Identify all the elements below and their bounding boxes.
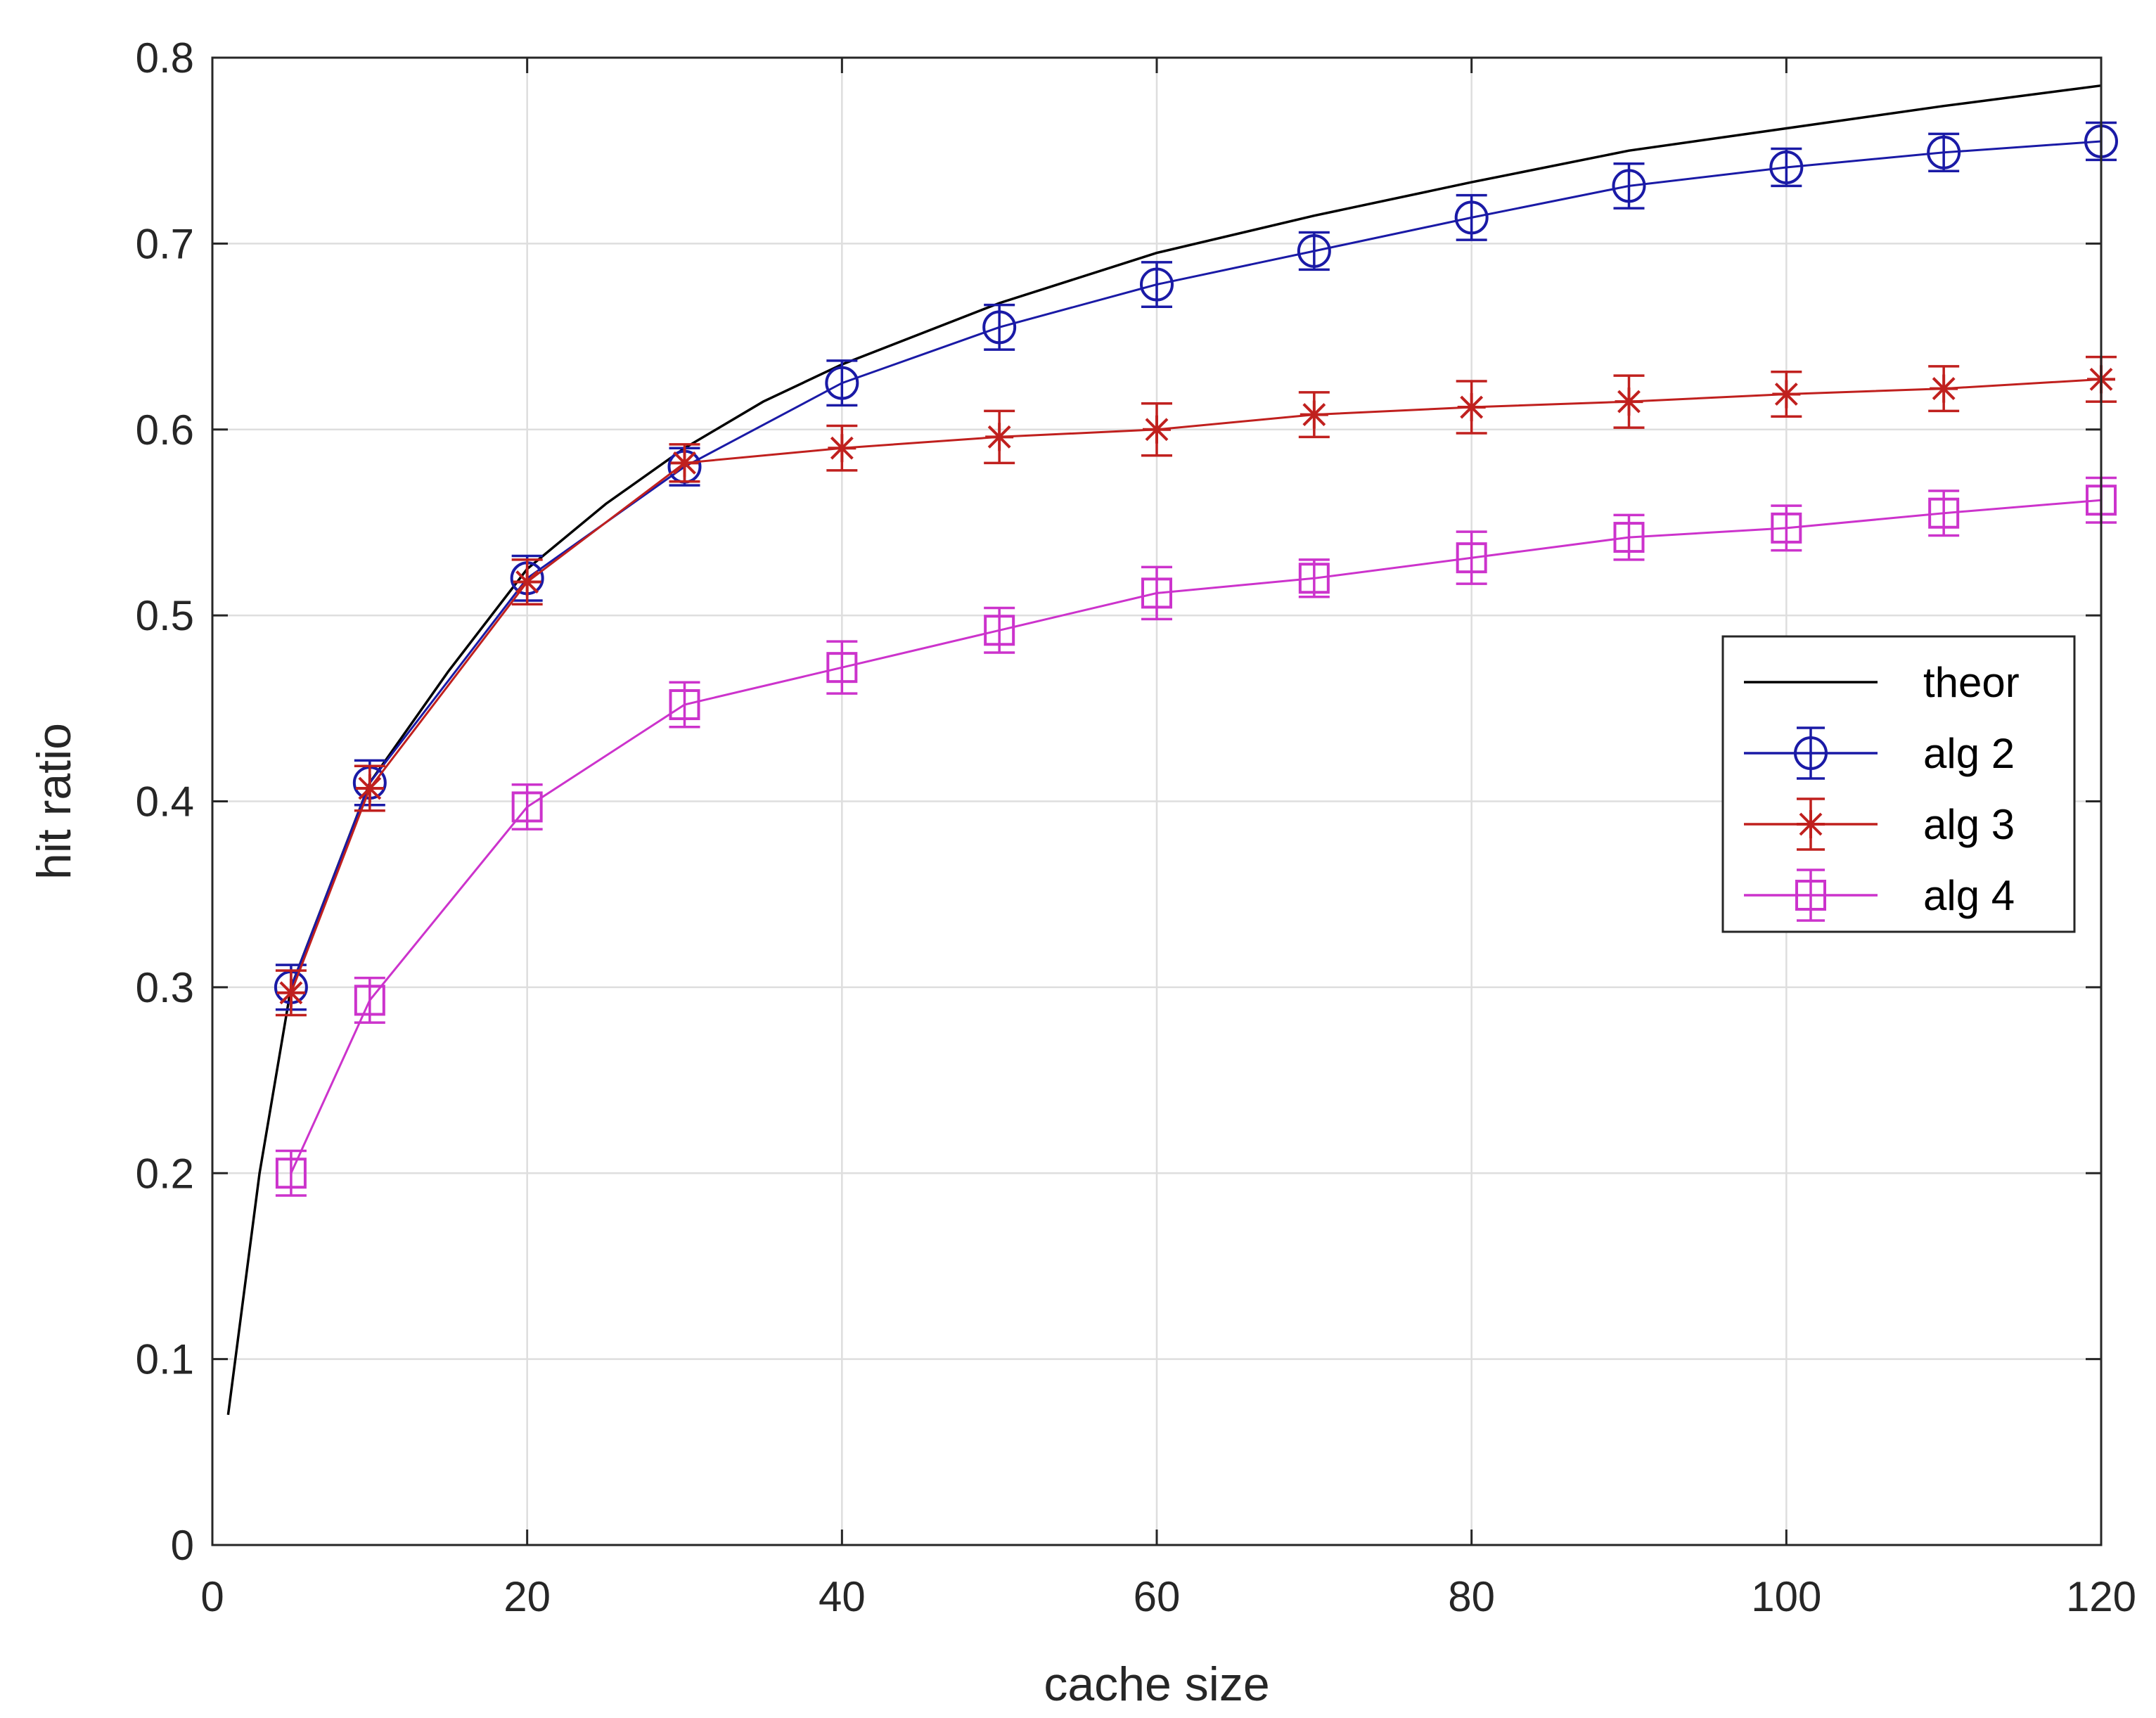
series-alg-3 <box>275 355 2117 1017</box>
data-point <box>669 689 700 721</box>
legend-box <box>1721 635 2076 933</box>
data-point <box>354 985 385 1016</box>
error-bar <box>1298 558 1330 598</box>
data-point <box>985 423 1014 451</box>
data-point <box>1615 387 1643 416</box>
legend-label: alg 4 <box>1923 872 2015 919</box>
x-tick-label: 100 <box>1751 1573 1821 1620</box>
plot-series <box>226 84 2118 1416</box>
x-tick-label: 20 <box>503 1573 551 1620</box>
x-tick-label: 0 <box>200 1573 224 1620</box>
data-point <box>1143 415 1171 444</box>
data-point <box>276 978 305 1007</box>
y-tick-label: 0.3 <box>136 964 194 1011</box>
data-point <box>982 310 1017 345</box>
data-point <box>1140 267 1174 302</box>
legend-marker <box>1797 810 1825 838</box>
legend-label: alg 3 <box>1923 801 2015 848</box>
y-tick-label: 0.7 <box>136 220 194 267</box>
star-stroke <box>1774 383 1798 406</box>
data-point <box>1928 497 1960 529</box>
data-point <box>1456 542 1487 574</box>
data-point <box>1298 563 1330 594</box>
star-stroke <box>673 451 696 475</box>
data-point <box>1771 512 1802 544</box>
data-point <box>1769 150 1804 184</box>
x-tick-label: 40 <box>819 1573 866 1620</box>
star-stroke <box>987 425 1011 449</box>
x-tick-label: 60 <box>1134 1573 1181 1620</box>
error-bar <box>826 640 858 695</box>
data-point <box>1930 374 1958 403</box>
y-tick-label: 0 <box>171 1522 194 1569</box>
legend-label: alg 2 <box>1923 730 2015 777</box>
data-point <box>1613 522 1645 553</box>
star-stroke <box>515 570 539 594</box>
series-alg-4 <box>275 476 2117 1197</box>
star-stroke <box>1932 377 1956 401</box>
data-point <box>984 615 1015 646</box>
data-point <box>826 652 858 684</box>
y-tick-label: 0.6 <box>136 406 194 454</box>
x-tick-label: 80 <box>1448 1573 1495 1620</box>
legend-item-alg-2: alg 2 <box>1744 726 2015 780</box>
data-point <box>1457 393 1486 422</box>
star-stroke <box>1617 390 1641 414</box>
data-point <box>1454 200 1489 235</box>
error-bar <box>1928 132 1960 173</box>
y-tick-label: 0.4 <box>136 778 194 826</box>
x-tick-label: 120 <box>2066 1573 2136 1620</box>
data-point <box>828 434 856 463</box>
y-axis-label: hit ratio <box>27 723 81 880</box>
data-point <box>1927 135 1961 169</box>
y-tick-label: 0.8 <box>136 34 194 82</box>
data-point <box>825 366 859 400</box>
error-bar <box>1771 147 1802 188</box>
data-point <box>513 568 541 596</box>
legend-label: theor <box>1923 659 2020 706</box>
y-tick-label: 0.5 <box>136 592 194 639</box>
data-point <box>1772 380 1801 409</box>
data-point <box>275 1158 307 1189</box>
data-point <box>1141 577 1172 609</box>
star-stroke <box>358 776 382 800</box>
star-stroke <box>1799 812 1823 836</box>
axis-ticks: 0 20 40 60 80 100 120 0 0.1 0.2 0.3 0.4 0.5 0.6 0.7 0.8 <box>136 34 2136 1620</box>
data-point <box>1300 400 1328 429</box>
error-bar <box>1141 565 1172 621</box>
error-bar <box>1456 530 1487 585</box>
star-stroke <box>1145 418 1169 442</box>
data-point <box>511 791 543 823</box>
star-stroke <box>279 981 303 1005</box>
legend: theor alg 2 alg 3 alg 4 <box>1721 635 2076 933</box>
legend-item-theor: theor <box>1744 659 2020 706</box>
data-point <box>355 774 384 802</box>
y-tick-label: 0.2 <box>136 1150 194 1197</box>
data-point <box>670 449 699 477</box>
error-bar <box>1298 231 1330 271</box>
y-tick-label: 0.1 <box>136 1336 194 1383</box>
star-stroke <box>1460 395 1484 419</box>
star-stroke <box>1302 403 1326 427</box>
legend-item-alg-3: alg 3 <box>1744 797 2015 851</box>
data-point <box>1297 233 1331 268</box>
legend-item-alg-4: alg 4 <box>1744 868 2015 922</box>
legend-marker <box>1795 880 1826 911</box>
legend-marker <box>1794 736 1828 770</box>
x-axis-label: cache size <box>1044 1658 1269 1711</box>
data-point <box>1612 169 1646 203</box>
star-stroke <box>830 436 854 460</box>
